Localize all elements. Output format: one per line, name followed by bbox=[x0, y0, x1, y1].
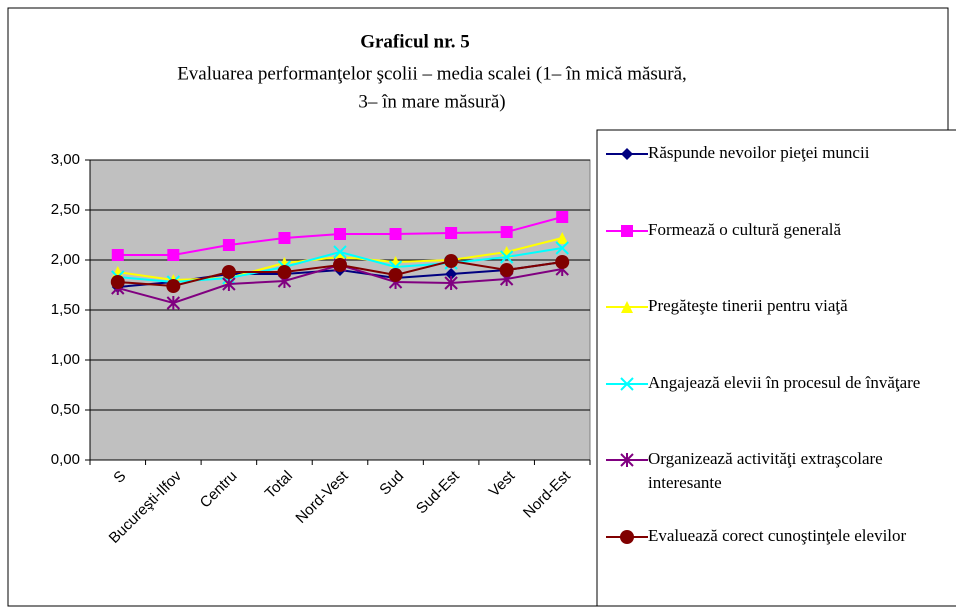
legend: Răspunde nevoilor pieţei muncii Formează … bbox=[598, 131, 956, 606]
legend-entry: Evaluează corect cunoştinţele elevilor bbox=[598, 524, 956, 584]
marker bbox=[166, 279, 181, 293]
x-tick-label: Centru bbox=[197, 468, 241, 512]
legend-label: Angajează elevii în procesul de învăţare bbox=[648, 373, 921, 392]
y-tick-label: 2,00 bbox=[51, 251, 80, 268]
y-tick-label: 1,00 bbox=[51, 351, 80, 368]
legend-swatch bbox=[606, 530, 648, 544]
marker bbox=[388, 268, 403, 282]
marker bbox=[555, 255, 570, 269]
legend-box bbox=[596, 129, 956, 607]
legend-swatch bbox=[606, 148, 648, 160]
legend-entry: Răspunde nevoilor pieţei muncii bbox=[598, 141, 956, 201]
x-tick-label: Vest bbox=[486, 467, 519, 500]
marker bbox=[500, 226, 513, 238]
marker bbox=[277, 265, 292, 279]
marker bbox=[555, 241, 569, 255]
marker bbox=[333, 245, 347, 259]
x-tick-label: S bbox=[110, 468, 129, 487]
y-tick-label: 3,00 bbox=[51, 151, 80, 168]
y-tick-label: 0,50 bbox=[51, 401, 80, 418]
chart-title: Graficul nr. 5 bbox=[360, 31, 470, 52]
y-tick-label: 2,50 bbox=[51, 201, 80, 218]
marker bbox=[499, 250, 514, 264]
marker bbox=[444, 276, 458, 290]
x-tick-label: Nord-Vest bbox=[292, 467, 352, 527]
marker bbox=[167, 249, 180, 261]
legend-swatch bbox=[606, 301, 648, 313]
legend-entry: Pregăteşte tinerii pentru viaţă bbox=[598, 294, 956, 354]
legend-label: Organizează activităţi extraşcolare inte… bbox=[648, 449, 883, 492]
chart-subtitle: Evaluarea performanţelor şcolii – media … bbox=[177, 63, 687, 84]
marker bbox=[556, 211, 569, 223]
legend-label: Formează o cultură generală bbox=[648, 220, 842, 239]
marker bbox=[221, 265, 236, 279]
chart-subtitle: 3– în mare măsură) bbox=[358, 91, 505, 112]
marker bbox=[621, 225, 633, 237]
marker bbox=[111, 249, 124, 261]
marker bbox=[620, 530, 634, 544]
y-tick-label: 1,50 bbox=[51, 301, 80, 318]
x-tick-label: Total bbox=[262, 468, 296, 502]
y-tick-label: 0,00 bbox=[51, 451, 80, 468]
x-tick-label: Sud bbox=[376, 468, 407, 499]
legend-swatch bbox=[606, 377, 648, 391]
marker bbox=[222, 239, 235, 251]
legend-label: Răspunde nevoilor pieţei muncii bbox=[648, 143, 870, 162]
marker bbox=[620, 377, 634, 391]
marker bbox=[222, 277, 236, 291]
legend-entry: Organizează activităţi extraşcolare inte… bbox=[598, 447, 956, 507]
x-tick-label: Sud-Est bbox=[413, 467, 463, 517]
marker bbox=[166, 296, 181, 310]
marker bbox=[278, 232, 291, 244]
legend-label: Evaluează corect cunoştinţele elevilor bbox=[648, 526, 907, 545]
x-tick-label: Nord-Est bbox=[520, 467, 574, 521]
marker bbox=[445, 227, 458, 239]
marker bbox=[621, 148, 633, 160]
legend-entry: Formează o cultură generală bbox=[598, 218, 956, 278]
marker bbox=[620, 453, 634, 467]
marker bbox=[621, 301, 633, 313]
marker bbox=[444, 254, 459, 268]
legend-entry: Angajează elevii în procesul de învăţare bbox=[598, 371, 956, 431]
marker bbox=[556, 232, 569, 244]
marker bbox=[110, 275, 125, 289]
marker bbox=[334, 228, 346, 240]
legend-swatch bbox=[606, 225, 648, 237]
legend-swatch bbox=[606, 453, 648, 467]
marker bbox=[389, 228, 402, 240]
marker bbox=[499, 263, 514, 277]
marker bbox=[445, 268, 458, 280]
legend-label: Pregăteşte tinerii pentru viaţă bbox=[648, 296, 848, 315]
marker bbox=[333, 258, 347, 272]
